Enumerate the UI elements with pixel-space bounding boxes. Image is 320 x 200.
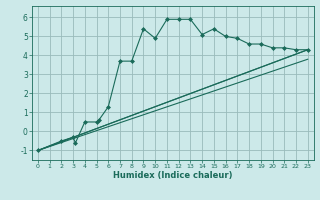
X-axis label: Humidex (Indice chaleur): Humidex (Indice chaleur) <box>113 171 233 180</box>
